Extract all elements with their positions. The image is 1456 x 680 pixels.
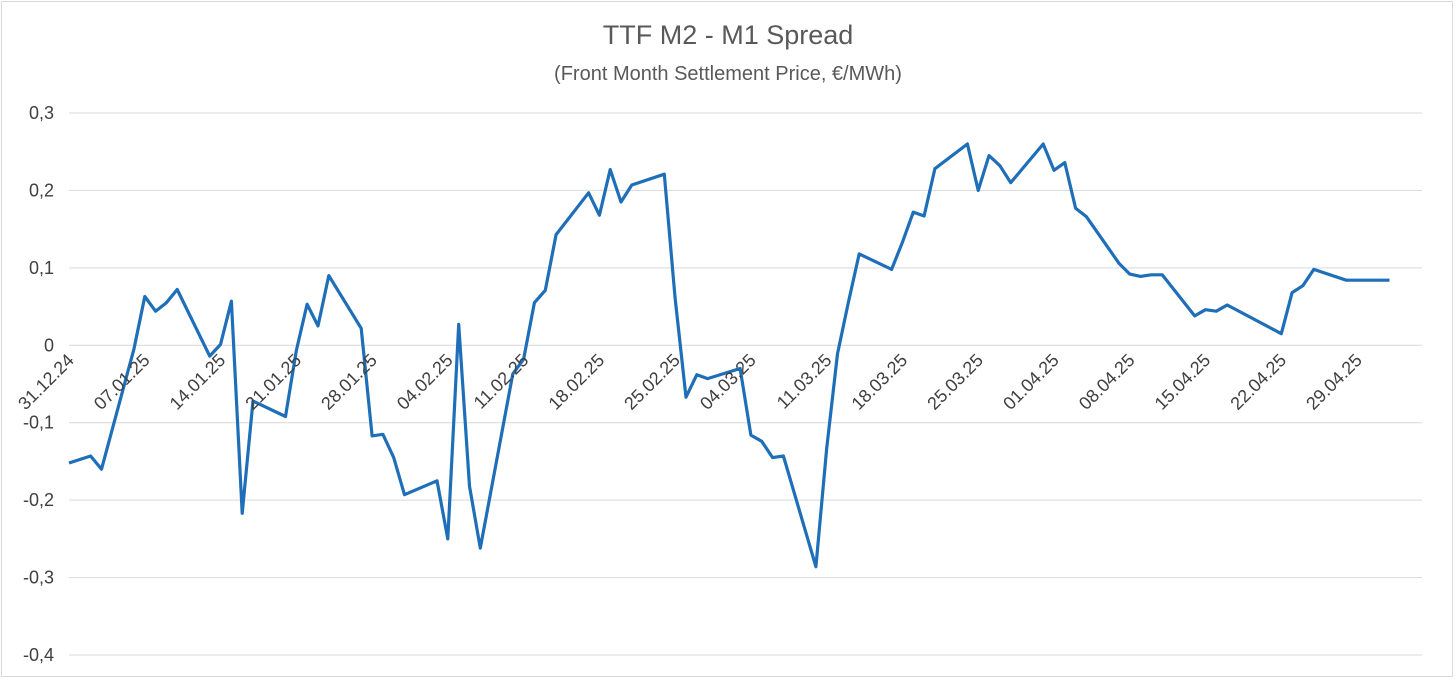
chart-title: TTF M2 - M1 Spread (603, 20, 854, 50)
x-axis-ticks: 31.12.24 07.01.25 14.01.25 21.01.25 28.01.25… (14, 350, 1366, 414)
x-tick-label: 11.02.25 (470, 350, 533, 413)
x-tick-label: 11.03.25 (773, 350, 836, 413)
y-tick-label: 0,3 (29, 103, 54, 123)
x-tick-label: 08.04.25 (1075, 350, 1139, 414)
y-tick-label: -0,4 (23, 645, 54, 665)
x-tick-label: 14.01.25 (166, 350, 230, 414)
x-tick-label: 25.02.25 (620, 350, 684, 414)
x-tick-label: 15.04.25 (1151, 350, 1215, 414)
x-tick-label: 29.04.25 (1302, 350, 1366, 414)
chart-subtitle: (Front Month Settlement Price, €/MWh) (554, 63, 902, 85)
y-tick-label: -0,2 (23, 490, 54, 510)
x-tick-label: 04.02.25 (393, 350, 457, 414)
series-line (68, 142, 1390, 569)
x-tick-label: 31.12.24 (14, 350, 78, 414)
x-tick-label: 21.01.25 (241, 350, 305, 414)
x-tick-label: 22.04.25 (1226, 350, 1290, 414)
x-tick-label: 01.04.25 (999, 350, 1063, 414)
x-tick-label: 25.03.25 (923, 350, 987, 414)
x-tick-label: 18.03.25 (848, 350, 912, 414)
x-tick-label: 04.03.25 (696, 350, 760, 414)
y-tick-label: 0 (44, 335, 54, 355)
y-tick-label: 0,2 (29, 180, 54, 200)
x-tick-label: 18.02.25 (545, 350, 609, 414)
y-tick-label: -0,3 (23, 568, 54, 588)
y-tick-label: 0,1 (29, 258, 54, 278)
gridlines (69, 112, 1422, 656)
x-tick-label: 07.01.25 (90, 350, 154, 414)
series-line-group (68, 142, 1390, 569)
y-axis-ticks: 0,3 0,2 0,1 0 -0,1 -0,2 -0,3 -0,4 (23, 103, 54, 665)
y-tick-label: -0,1 (23, 413, 54, 433)
x-tick-label: 28.01.25 (317, 350, 381, 414)
